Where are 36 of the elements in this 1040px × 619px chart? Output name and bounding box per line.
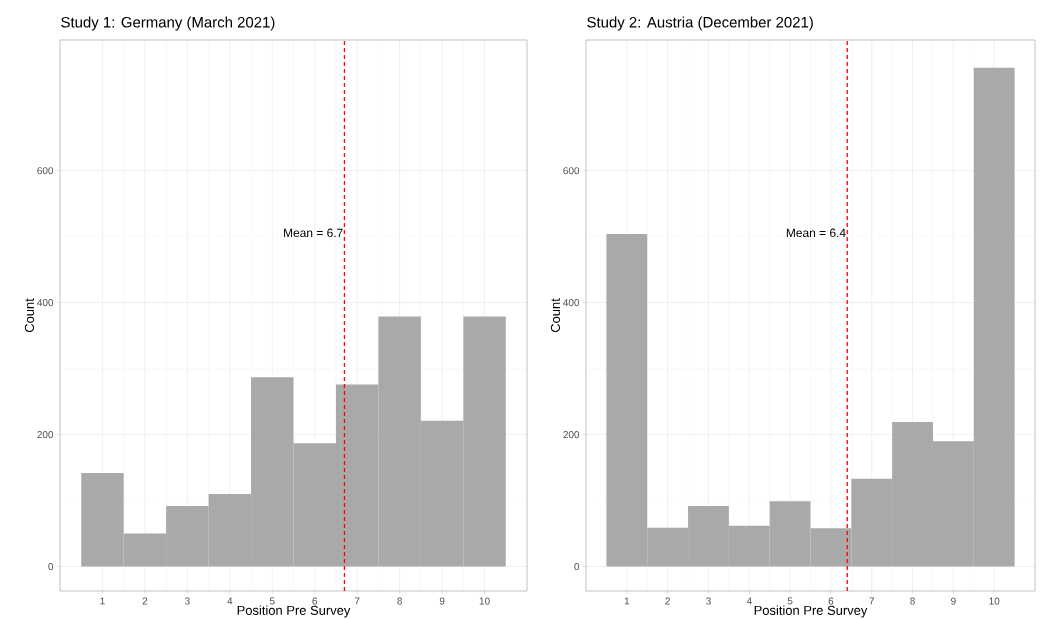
- x-tick-label: 7: [869, 597, 875, 605]
- x-tick-label: 9: [951, 597, 956, 605]
- y-tick-label: 200: [563, 431, 580, 439]
- y-tick-label: 0: [574, 563, 580, 571]
- x-axis-title: Position Pre Survey: [237, 605, 351, 618]
- x-tick-label: 6: [828, 597, 834, 605]
- ref-line-label: Mean = 6.4: [786, 228, 846, 238]
- x-tick-label: 10: [989, 597, 1000, 605]
- y-tick-label: 400: [563, 299, 580, 307]
- y-axis-title: Count: [550, 298, 561, 333]
- x-tick-label: 3: [706, 597, 711, 605]
- chart-title: Study 2: Austria (December 2021): [587, 16, 813, 31]
- x-tick-label: 1: [624, 597, 630, 605]
- x-tick-label: 2: [142, 597, 148, 605]
- x-tick-label: 10: [479, 597, 490, 605]
- x-tick-label: 7: [354, 597, 360, 605]
- y-tick-label: 600: [37, 167, 54, 175]
- x-tick-label: 5: [269, 597, 275, 605]
- x-tick-label: 8: [910, 597, 915, 605]
- x-axis-title: Position Pre Survey: [754, 605, 868, 618]
- y-tick-label: 0: [48, 563, 54, 571]
- x-tick-label: 3: [184, 597, 190, 605]
- x-tick-label: 4: [227, 597, 233, 605]
- y-tick-label: 200: [37, 431, 54, 439]
- y-tick-label: 600: [563, 167, 580, 175]
- y-tick-label: 400: [37, 299, 54, 307]
- x-tick-label: 4: [746, 597, 752, 605]
- x-tick-label: 9: [439, 597, 445, 605]
- x-tick-label: 5: [787, 597, 793, 605]
- y-axis-title: Count: [24, 298, 35, 333]
- x-tick-label: 1: [100, 597, 105, 605]
- chart-title: Study 1: Germany (March 2021): [61, 16, 275, 31]
- x-tick-label: 6: [312, 597, 318, 605]
- x-tick-label: 2: [665, 597, 670, 605]
- x-tick-label: 8: [397, 597, 402, 605]
- ref-line-label: Mean = 6.7: [284, 228, 343, 238]
